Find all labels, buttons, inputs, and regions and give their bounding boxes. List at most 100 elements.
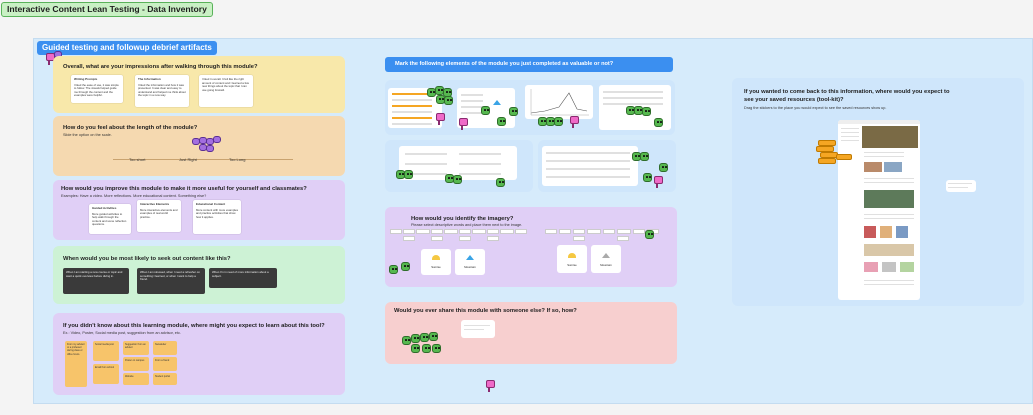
expect-note-5[interactable]: Poster on campus xyxy=(123,357,149,371)
share-response-note[interactable] xyxy=(461,320,495,338)
expect-note-7[interactable]: From a friend xyxy=(153,357,177,371)
toolkit-sticker[interactable] xyxy=(816,146,834,152)
image-card-sunrise-2[interactable]: Sunrise xyxy=(557,245,587,273)
image-card-mountain-2[interactable]: Mountain xyxy=(591,245,621,273)
seek-note-2[interactable]: When I am stressed, when I need a refres… xyxy=(137,268,205,294)
green-sticker[interactable] xyxy=(554,117,563,126)
toolkit-sticker[interactable] xyxy=(836,154,852,160)
green-sticker[interactable] xyxy=(444,96,453,105)
scale-track[interactable] xyxy=(113,159,293,160)
mountain-icon xyxy=(466,255,474,260)
improve-note-3[interactable]: Educational Content More content with mo… xyxy=(193,200,241,234)
word-chip[interactable] xyxy=(487,236,499,241)
green-sticker[interactable] xyxy=(389,265,398,274)
word-chip[interactable] xyxy=(416,229,430,234)
green-sticker[interactable] xyxy=(432,344,441,353)
word-chip[interactable] xyxy=(403,229,415,234)
expect-note-4[interactable]: Suggestion from an advisor xyxy=(123,341,149,355)
word-chip[interactable] xyxy=(559,229,571,234)
word-chip[interactable] xyxy=(390,229,402,234)
purple-sticker[interactable] xyxy=(206,145,214,152)
green-sticker[interactable] xyxy=(453,175,462,184)
pink-flag-sticker[interactable] xyxy=(486,380,495,392)
word-chip[interactable] xyxy=(403,236,415,241)
pink-flag-sticker[interactable] xyxy=(436,113,445,125)
word-chip[interactable] xyxy=(587,229,601,234)
green-sticker[interactable] xyxy=(643,173,652,182)
green-sticker[interactable] xyxy=(411,344,420,353)
green-sticker[interactable] xyxy=(402,336,411,345)
scale-label-right[interactable]: Just Right xyxy=(179,157,197,162)
toolkit-sticker[interactable] xyxy=(818,140,836,146)
expect-note-8[interactable]: Student portal xyxy=(153,373,177,385)
word-chip[interactable] xyxy=(573,236,585,241)
word-chip[interactable] xyxy=(459,229,471,234)
green-sticker[interactable] xyxy=(509,107,518,116)
section-title[interactable]: Guided testing and followup debrief arti… xyxy=(37,41,217,55)
image-card-sunrise[interactable]: Sunrise xyxy=(421,249,451,275)
scale-label-long[interactable]: Too Long xyxy=(229,157,246,162)
pink-flag-sticker[interactable] xyxy=(654,176,663,188)
impressions-note-1[interactable]: Writing Prompts I liked the ease of use,… xyxy=(71,75,123,103)
resources-title: If you wanted to come back to this infor… xyxy=(744,89,950,103)
expect-note-6[interactable]: Newsletter xyxy=(153,341,177,355)
word-chip[interactable] xyxy=(459,236,471,241)
improve-note-1[interactable]: Guided Activities More guided activities… xyxy=(89,204,131,234)
green-sticker[interactable] xyxy=(429,332,438,341)
word-chip[interactable] xyxy=(487,229,499,234)
word-chip[interactable] xyxy=(472,229,486,234)
word-chip[interactable] xyxy=(617,236,629,241)
word-chip[interactable] xyxy=(617,229,631,234)
word-chip[interactable] xyxy=(603,229,615,234)
green-sticker[interactable] xyxy=(481,106,490,115)
word-chip[interactable] xyxy=(431,236,443,241)
length-title: How do you feel about the length of the … xyxy=(63,125,198,131)
toolkit-sticker[interactable] xyxy=(818,158,836,164)
pink-flag-sticker[interactable] xyxy=(570,116,579,128)
word-chip[interactable] xyxy=(500,229,514,234)
word-chip[interactable] xyxy=(573,229,585,234)
expect-note-3[interactable]: Email from school xyxy=(93,364,119,384)
green-sticker[interactable] xyxy=(642,107,651,116)
green-sticker[interactable] xyxy=(422,344,431,353)
comments-panel[interactable] xyxy=(542,146,638,186)
word-chip[interactable] xyxy=(633,229,645,234)
image-card-mountain[interactable]: Mountain xyxy=(455,249,485,275)
improve-note-2[interactable]: Interactive Elements More interactive el… xyxy=(137,200,181,232)
word-chip[interactable] xyxy=(515,229,527,234)
improve-subtitle: Examples: Have a video. More reflections… xyxy=(61,194,207,198)
green-sticker[interactable] xyxy=(645,230,654,239)
green-sticker[interactable] xyxy=(401,262,410,271)
valuable-title-bar[interactable]: Mark the following elements of the modul… xyxy=(385,57,673,72)
imagery-title: How would you identify the imagery? xyxy=(411,216,514,222)
green-sticker[interactable] xyxy=(659,163,668,172)
word-chip[interactable] xyxy=(444,229,458,234)
chart-panel[interactable] xyxy=(525,85,593,119)
pink-flag-sticker[interactable] xyxy=(459,118,468,130)
scale-label-short[interactable]: Too short xyxy=(129,157,146,162)
image-label: Mountain xyxy=(464,265,476,269)
green-sticker[interactable] xyxy=(654,118,663,127)
checklist-panel[interactable] xyxy=(399,146,517,180)
hero-image xyxy=(862,126,918,148)
seek-note-3[interactable]: When I'm in need of more information abo… xyxy=(209,268,277,288)
green-sticker[interactable] xyxy=(411,334,420,343)
expect-note-1[interactable]: From my advisor or a professor during cl… xyxy=(65,341,87,387)
imagery-card: How would you identify the imagery? Plea… xyxy=(385,207,677,287)
word-chip[interactable] xyxy=(545,229,557,234)
purple-sticker[interactable] xyxy=(213,136,221,143)
side-note[interactable] xyxy=(946,180,976,192)
green-sticker[interactable] xyxy=(640,152,649,161)
green-sticker[interactable] xyxy=(497,117,506,126)
seek-note-1[interactable]: When I am starting a new course or topic… xyxy=(63,268,129,294)
website-screenshot[interactable] xyxy=(838,120,920,300)
frame-title[interactable]: Interactive Content Lean Testing - Data … xyxy=(1,2,213,17)
word-chip[interactable] xyxy=(431,229,443,234)
green-sticker[interactable] xyxy=(420,333,429,342)
impressions-note-2[interactable]: The Information I liked the information … xyxy=(135,75,189,107)
impressions-note-3[interactable]: I liked it overall. It felt like the rig… xyxy=(199,75,253,107)
green-sticker[interactable] xyxy=(496,178,505,187)
green-sticker[interactable] xyxy=(404,170,413,179)
expect-note-9[interactable]: Website xyxy=(123,373,149,385)
expect-note-2[interactable]: Social media post xyxy=(93,341,119,361)
